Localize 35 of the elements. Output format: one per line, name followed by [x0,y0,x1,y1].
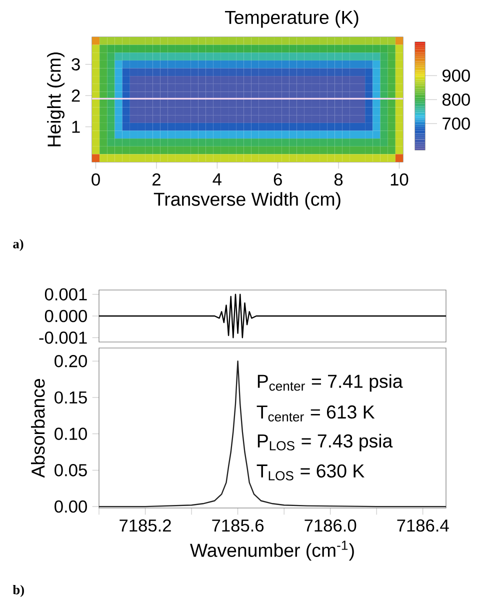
y-axis-title: Height (cm) [47,52,64,146]
text: b) [12,584,24,598]
x-tick-label: 8 [334,173,343,186]
annotation: P$_{center}$ = 7.41 psia [258,374,403,392]
color-bar-title: Temperature (K) [224,10,358,28]
x-tick-label: 7186.4 [397,519,449,532]
y-tick-label: 2 [72,90,80,102]
annotation: T$_{LOS}$ = 630 K [256,464,364,480]
color-bar-label: 900 [442,69,470,82]
y-tick-label: 3 [72,58,80,70]
color-bar-label: 700 [442,117,470,130]
color-bar-label: 800 [442,93,470,106]
x-tick-label: 4 [212,173,222,186]
x-axis-title: Transverse Width (cm) [154,192,340,210]
y-tick-label: 1 [72,120,80,133]
x-tick-label: 6 [274,173,282,186]
x-tick-label: 2 [152,173,160,186]
annotation: P$_{LOS}$ = 7.43 psia [258,434,393,452]
y-tick-label: 0.05 [54,464,87,476]
x-tick-label: 7185.6 [212,519,264,532]
x-axis-title: Wavenumber (cm$^{-1}$) [190,540,354,561]
x-tick-label: 10 [390,173,408,186]
annotation: T$_{center}$ = 613 K [256,405,375,422]
x-tick-label: 7185.2 [120,519,171,532]
y-tick-label: 0.001 [44,288,87,300]
text: a) [13,238,24,252]
y-tick-label: 0.20 [54,354,87,368]
x-tick-label: 7186.0 [304,519,356,532]
y-tick-label: 0.15 [54,391,87,404]
y-tick-label: 0.00 [54,500,87,513]
y-axis-title: Absorbance [31,379,45,478]
y-tick-label: 0.10 [54,428,87,440]
x-tick-label: 0 [92,173,100,186]
y-tick-label: -0.001 [39,332,87,344]
y-tick-label: 0.000 [44,310,87,322]
